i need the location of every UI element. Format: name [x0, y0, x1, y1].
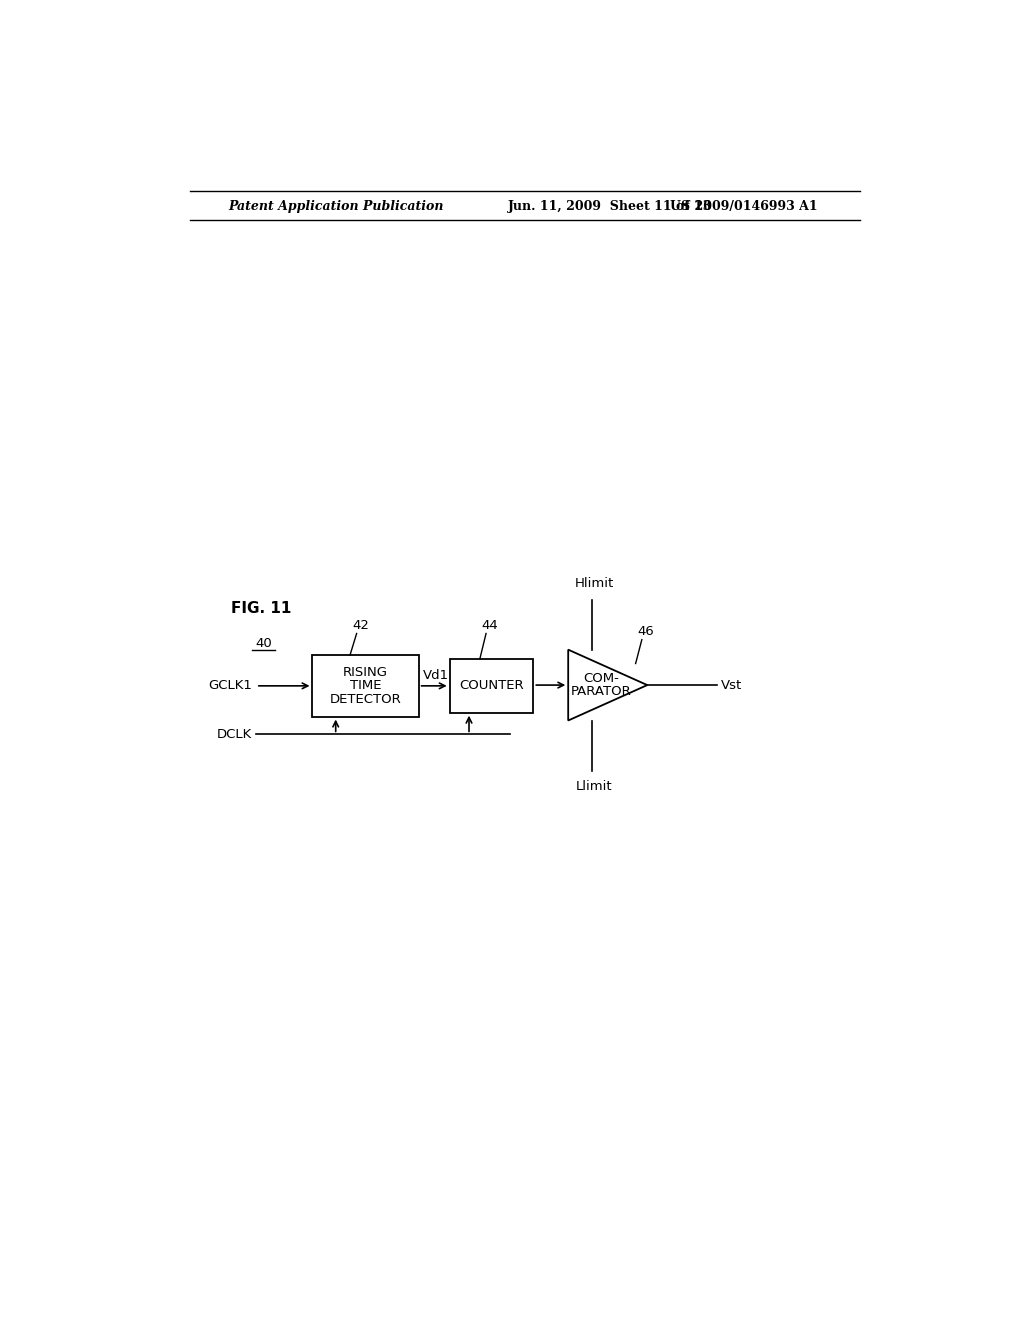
Text: DCLK: DCLK: [217, 727, 252, 741]
Text: 40: 40: [255, 638, 272, 649]
Text: 44: 44: [481, 619, 499, 632]
Text: 46: 46: [637, 626, 654, 639]
Text: RISING: RISING: [343, 665, 388, 678]
Text: Llimit: Llimit: [575, 780, 612, 793]
Bar: [450, 659, 534, 713]
Text: GCLK1: GCLK1: [208, 680, 252, 693]
Text: Jun. 11, 2009  Sheet 11 of 13: Jun. 11, 2009 Sheet 11 of 13: [508, 199, 712, 213]
Text: Vd1: Vd1: [423, 668, 449, 681]
Text: 42: 42: [352, 619, 369, 632]
Text: Vst: Vst: [721, 678, 742, 692]
Text: TIME: TIME: [350, 680, 381, 693]
Text: Patent Application Publication: Patent Application Publication: [228, 199, 444, 213]
Text: DETECTOR: DETECTOR: [330, 693, 401, 706]
Text: COUNTER: COUNTER: [459, 680, 524, 693]
Text: US 2009/0146993 A1: US 2009/0146993 A1: [671, 199, 818, 213]
Text: Hlimit: Hlimit: [574, 577, 613, 590]
Text: PARATOR: PARATOR: [571, 685, 632, 698]
Bar: [312, 655, 419, 717]
Text: COM-: COM-: [584, 672, 620, 685]
Text: FIG. 11: FIG. 11: [231, 602, 292, 616]
Polygon shape: [568, 649, 647, 721]
